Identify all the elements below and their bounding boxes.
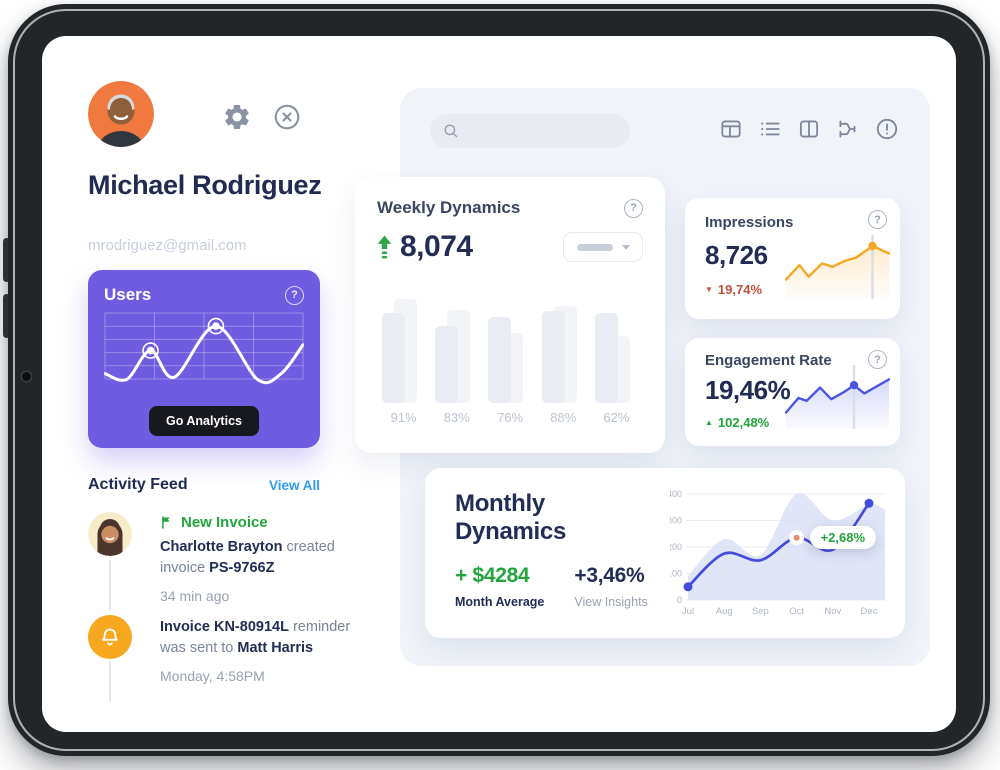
weekly-value: 8,074 [377, 230, 473, 264]
alert-icon[interactable] [874, 116, 900, 142]
activity-item-new-invoice[interactable]: New Invoice Charlotte Brayton created in… [88, 512, 366, 604]
list-icon[interactable] [757, 116, 783, 142]
users-card-title: Users [104, 285, 152, 304]
engagement-value: 19,46% [705, 375, 791, 405]
bell-icon [88, 615, 132, 659]
bar [435, 326, 459, 403]
flag-icon [162, 516, 170, 529]
engagement-delta: ▲ 102,48% [705, 415, 770, 430]
split-columns-icon[interactable] [796, 116, 822, 142]
impressions-title: Impressions [705, 214, 794, 231]
triangle-up-icon: ▲ [705, 418, 713, 427]
search-input[interactable] [468, 123, 618, 139]
triangle-down-icon: ▼ [705, 285, 713, 294]
volume-button [3, 294, 10, 338]
front-camera-icon [22, 372, 31, 381]
up-arrow-icon [377, 235, 392, 259]
svg-text:200: 200 [670, 542, 682, 552]
profile-email: mrodriguez@gmail.com [88, 237, 247, 254]
percent-stat: +3,46% View Insights [574, 564, 648, 609]
activity-avatar [88, 512, 132, 556]
bar-label: 91% [390, 410, 417, 425]
profile-avatar [88, 81, 154, 147]
help-icon[interactable]: ? [868, 350, 887, 369]
help-icon[interactable]: ? [868, 210, 887, 229]
search-icon [444, 124, 458, 138]
profile-name: Michael Rodriguez [88, 170, 322, 200]
search-bar [430, 114, 630, 148]
screen: Michael Rodriguez mrodriguez@gmail.com U… [42, 36, 956, 732]
tablet-frame: Michael Rodriguez mrodriguez@gmail.com U… [8, 4, 990, 756]
impressions-delta: ▼ 19,74% [705, 282, 763, 297]
impressions-value: 8,726 [705, 240, 768, 270]
help-icon[interactable]: ? [624, 198, 643, 218]
svg-text:Nov: Nov [824, 606, 841, 617]
weekly-dynamics-card: Weekly Dynamics ? 8,074 [355, 177, 665, 453]
view-all-link[interactable]: View All [268, 477, 320, 493]
bar-label: 62% [603, 410, 630, 425]
flow-merge-icon[interactable] [835, 116, 861, 142]
bar [488, 317, 512, 403]
activity-time: Monday, 4:58PM [160, 668, 265, 685]
feed-connector [109, 662, 111, 702]
dropdown-placeholder [576, 243, 613, 251]
monthly-dynamics-card: Monthly Dynamics + $4284 Month Average +… [425, 468, 905, 638]
activity-text: Invoice KN-80914L reminder was sent to M… [160, 619, 351, 657]
dashboard-grid-icon[interactable] [718, 116, 744, 142]
engagement-rate-card: Engagement Rate ? 19,46% ▲ 102,48% [685, 338, 900, 446]
volume-button [3, 238, 10, 282]
chevron-down-icon [621, 244, 630, 250]
svg-text:Aug: Aug [716, 606, 733, 617]
svg-text:400: 400 [670, 489, 682, 499]
activity-feed-header: Activity Feed View All [88, 476, 320, 494]
new-invoice-badge: New Invoice [160, 514, 366, 531]
users-card: Users ? Go Analytics [88, 270, 320, 448]
month-average-stat: + $4284 Month Average [455, 564, 545, 609]
bar-label: 83% [443, 410, 470, 425]
engagement-title: Engagement Rate [705, 352, 832, 369]
activity-feed-title: Activity Feed [88, 476, 188, 493]
period-dropdown[interactable] [563, 232, 643, 262]
svg-text:0: 0 [677, 595, 682, 605]
svg-text:300: 300 [670, 516, 682, 526]
weekly-bar-chart [377, 287, 643, 403]
svg-text:Oct: Oct [789, 606, 804, 617]
bar [594, 312, 618, 403]
bar [541, 311, 565, 403]
weekly-title: Weekly Dynamics [377, 198, 521, 217]
monthly-stats: + $4284 Month Average +3,46% View Insigh… [455, 564, 648, 609]
svg-text:100: 100 [670, 569, 682, 579]
engagement-chart [785, 364, 890, 430]
weekly-bar-labels: 91% 83% 76% 88% 62% [377, 410, 643, 425]
go-analytics-button[interactable]: Go Analytics [149, 406, 259, 436]
activity-time: 34 min ago [160, 588, 230, 605]
chart-tooltip: +2,68% [809, 525, 877, 549]
close-icon[interactable] [272, 102, 302, 132]
bar [382, 312, 405, 403]
users-chart [104, 312, 304, 385]
impressions-chart [785, 234, 890, 300]
help-icon[interactable]: ? [285, 285, 304, 305]
bar-label: 88% [550, 410, 577, 425]
impressions-card: Impressions ? 8,726 ▼ 19,74% [685, 198, 900, 319]
monthly-title: Monthly Dynamics [455, 490, 566, 545]
svg-text:Jul: Jul [682, 606, 694, 617]
activity-item-reminder[interactable]: Invoice KN-80914L reminder was sent to M… [88, 615, 366, 684]
view-insights-link[interactable]: View Insights [574, 595, 648, 609]
feed-connector [109, 560, 111, 610]
settings-gear-icon[interactable] [222, 102, 252, 132]
svg-text:Dec: Dec [861, 606, 878, 617]
toolbar [718, 116, 900, 142]
activity-text: Charlotte Brayton created invoice PS-976… [160, 539, 335, 577]
svg-text:Sep: Sep [752, 606, 769, 617]
bar-label: 76% [496, 410, 524, 425]
